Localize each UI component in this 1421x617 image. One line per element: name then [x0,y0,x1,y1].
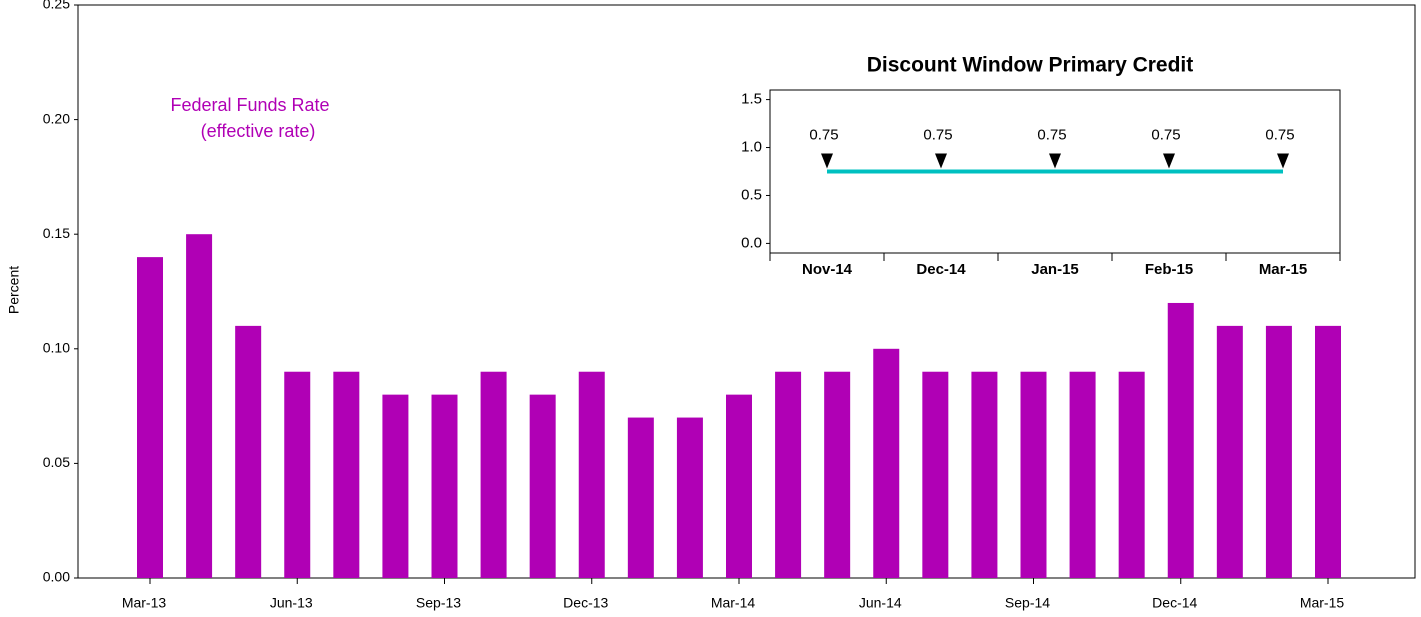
bar [1315,325,1341,578]
bar [971,371,998,578]
x-tick-label: Jan-15 [1031,261,1079,278]
bar [676,417,703,578]
data-label: 0.75 [809,126,838,143]
bar [382,394,409,578]
y-tick-label: 0.15 [43,225,70,241]
data-label: 0.75 [1265,126,1294,143]
y-axis-label: Percent [6,266,22,314]
bar [1167,302,1194,578]
bar [529,394,556,578]
bar [627,417,654,578]
x-tick-label: Mar-15 [1259,261,1307,278]
data-label: 0.75 [1151,126,1180,143]
bar [333,371,360,578]
bar [1069,371,1096,578]
y-tick-label: 0.20 [43,110,70,126]
bar [1020,371,1047,578]
x-tick-label: Feb-15 [1145,261,1193,278]
y-tick-label: 0.5 [741,186,762,203]
bar [480,371,507,578]
bar [1265,325,1292,578]
y-tick-label: 0.25 [43,0,70,12]
bar [726,394,752,578]
inset-title: Discount Window Primary Credit [867,54,1194,77]
y-tick-label: 0.10 [43,340,70,356]
bar [922,371,949,578]
data-label: 0.75 [1037,126,1066,143]
x-tick-label: Dec-14 [1152,595,1197,611]
bar [284,371,311,578]
x-tick-label: Sep-14 [1005,595,1050,611]
marker [935,153,947,169]
x-tick-label: Mar-13 [122,595,167,611]
annotation: Federal Funds Rate [170,95,329,115]
y-tick-label: 0.00 [43,569,70,585]
marker [1163,153,1175,169]
bar [431,394,458,578]
bar [873,348,900,578]
y-tick-label: 0.0 [741,234,762,251]
x-tick-label: Sep-13 [416,595,461,611]
x-tick-label: Mar-15 [1300,595,1345,611]
y-tick-label: 0.05 [43,454,70,470]
bar [235,325,262,578]
marker [821,153,833,169]
bar [186,234,213,578]
y-tick-label: 1.5 [741,91,762,108]
bar [137,257,163,578]
annotation: (effective rate) [201,121,316,141]
x-tick-label: Mar-14 [711,595,756,611]
x-tick-label: Nov-14 [802,261,853,278]
marker [1049,153,1061,169]
x-tick-label: Jun-13 [270,595,313,611]
x-tick-label: Dec-13 [563,595,608,611]
x-tick-label: Jun-14 [859,595,902,611]
y-tick-label: 1.0 [741,138,762,155]
x-tick-label: Dec-14 [916,261,966,278]
marker [1277,153,1289,169]
bar [824,371,851,578]
bar [775,371,802,578]
bar [578,371,605,578]
bar [1118,371,1145,578]
bar [1216,325,1243,578]
data-label: 0.75 [923,126,952,143]
